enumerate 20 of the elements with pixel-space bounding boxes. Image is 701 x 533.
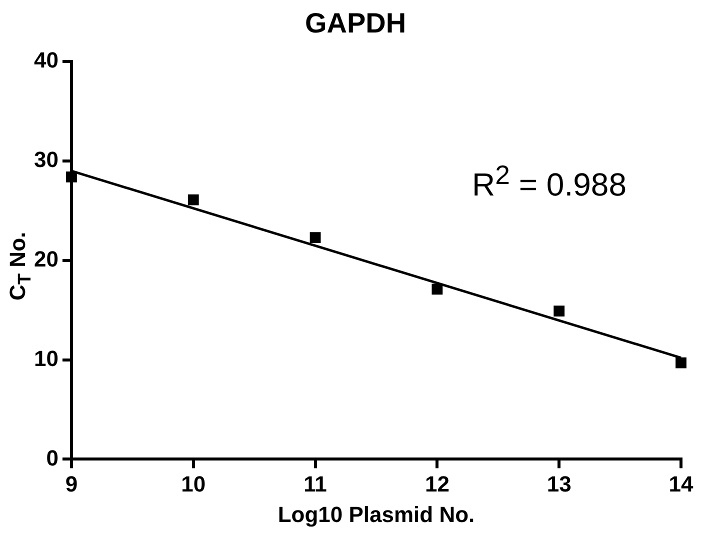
x-tick-label: 9 xyxy=(65,471,78,496)
chart-title: GAPDH xyxy=(304,8,406,39)
x-tick-label: 11 xyxy=(304,471,327,496)
point xyxy=(554,306,565,317)
annotation: R$^{2}$ = 0.988 xyxy=(472,160,626,204)
point xyxy=(310,232,321,243)
point xyxy=(66,171,77,182)
point xyxy=(676,357,686,368)
y-tick-label: 30 xyxy=(34,147,58,172)
y-tick-label: 20 xyxy=(34,246,58,272)
x-tick-label: 14 xyxy=(668,471,694,496)
point xyxy=(432,284,443,295)
x-tick-label: 13 xyxy=(546,471,572,496)
y-tick-label: 10 xyxy=(34,346,58,371)
x-tick-label: 10 xyxy=(181,471,206,496)
point xyxy=(188,194,199,206)
x-axis-title: Log10 Plasmid No. xyxy=(278,502,475,527)
y-tick-label: 40 xyxy=(34,48,58,73)
y-tick-label: 0 xyxy=(46,445,58,470)
x-tick-label: 12 xyxy=(424,471,450,496)
